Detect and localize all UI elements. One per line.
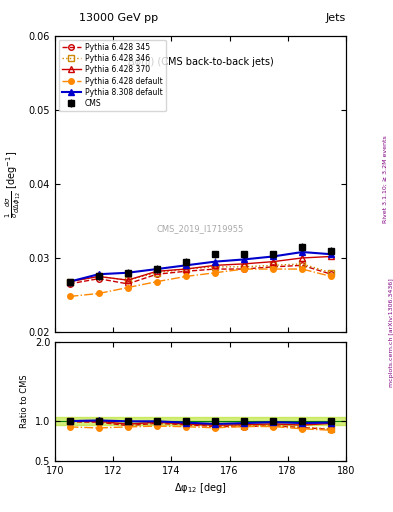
Line: Pythia 6.428 345: Pythia 6.428 345 [67, 263, 334, 287]
Pythia 8.308 default [300, 249, 305, 255]
Text: 13000 GeV pp: 13000 GeV pp [79, 13, 158, 23]
Pythia 6.428 370 [242, 261, 246, 267]
Y-axis label: Ratio to CMS: Ratio to CMS [20, 375, 29, 429]
Pythia 6.428 345 [67, 281, 72, 287]
Pythia 6.428 default [242, 266, 246, 272]
Pythia 6.428 346 [96, 273, 101, 280]
Pythia 6.428 346 [329, 270, 334, 276]
Pythia 6.428 370 [184, 266, 188, 272]
Line: Pythia 6.428 default: Pythia 6.428 default [67, 266, 334, 299]
Pythia 6.428 default [154, 279, 159, 285]
Pythia 8.308 default [242, 257, 246, 263]
Pythia 6.428 default [67, 293, 72, 300]
Pythia 6.428 370 [67, 279, 72, 285]
Pythia 6.428 default [300, 266, 305, 272]
Text: Δφ(jj) (CMS back-to-back jets): Δφ(jj) (CMS back-to-back jets) [128, 56, 273, 67]
Text: Rivet 3.1.10; ≥ 3.2M events: Rivet 3.1.10; ≥ 3.2M events [383, 135, 387, 223]
Pythia 6.428 default [96, 290, 101, 296]
Pythia 6.428 default [184, 273, 188, 280]
Pythia 8.308 default [329, 251, 334, 258]
Y-axis label: $\frac{1}{\sigma}\frac{d\sigma}{d\Delta\phi_{12}}$ [deg$^{-1}$]: $\frac{1}{\sigma}\frac{d\sigma}{d\Delta\… [4, 150, 23, 218]
Pythia 6.428 370 [125, 277, 130, 283]
Pythia 6.428 345 [271, 264, 275, 270]
Pythia 6.428 346 [125, 277, 130, 283]
Pythia 6.428 346 [300, 261, 305, 267]
Text: mcplots.cern.ch [arXiv:1306.3436]: mcplots.cern.ch [arXiv:1306.3436] [389, 279, 393, 387]
X-axis label: Δφ$_{12}$ [deg]: Δφ$_{12}$ [deg] [174, 481, 227, 495]
Line: Pythia 6.428 370: Pythia 6.428 370 [67, 253, 334, 284]
Text: CMS_2019_I1719955: CMS_2019_I1719955 [157, 224, 244, 233]
Pythia 8.308 default [125, 270, 130, 276]
Pythia 8.308 default [67, 279, 72, 285]
Pythia 6.428 370 [329, 253, 334, 260]
Pythia 6.428 370 [154, 268, 159, 274]
Pythia 6.428 370 [96, 273, 101, 280]
Pythia 6.428 345 [329, 271, 334, 278]
Pythia 6.428 370 [300, 255, 305, 261]
Pythia 8.308 default [184, 262, 188, 268]
Pythia 8.308 default [96, 271, 101, 278]
Pythia 6.428 345 [242, 266, 246, 272]
Pythia 6.428 345 [125, 281, 130, 287]
Pythia 6.428 345 [184, 268, 188, 274]
Pythia 6.428 default [271, 266, 275, 272]
Pythia 6.428 346 [67, 279, 72, 285]
Pythia 6.428 346 [184, 266, 188, 272]
Pythia 6.428 346 [242, 264, 246, 270]
Pythia 6.428 346 [271, 262, 275, 268]
Pythia 8.308 default [213, 259, 217, 265]
Bar [55, 417, 346, 425]
Pythia 6.428 345 [213, 266, 217, 272]
Pythia 8.308 default [154, 266, 159, 272]
Pythia 6.428 345 [154, 271, 159, 278]
Pythia 6.428 346 [154, 270, 159, 276]
Pythia 6.428 default [329, 273, 334, 280]
Pythia 6.428 370 [213, 262, 217, 268]
Legend: Pythia 6.428 345, Pythia 6.428 346, Pythia 6.428 370, Pythia 6.428 default, Pyth: Pythia 6.428 345, Pythia 6.428 346, Pyth… [59, 39, 165, 111]
Text: Jets: Jets [325, 13, 346, 23]
Line: Pythia 6.428 346: Pythia 6.428 346 [67, 261, 334, 284]
Pythia 6.428 345 [300, 262, 305, 268]
Pythia 8.308 default [271, 253, 275, 260]
Line: Pythia 8.308 default: Pythia 8.308 default [67, 249, 334, 284]
Pythia 6.428 default [125, 285, 130, 291]
Pythia 6.428 345 [96, 275, 101, 282]
Pythia 6.428 default [213, 270, 217, 276]
Pythia 6.428 346 [213, 264, 217, 270]
Pythia 6.428 370 [271, 259, 275, 265]
